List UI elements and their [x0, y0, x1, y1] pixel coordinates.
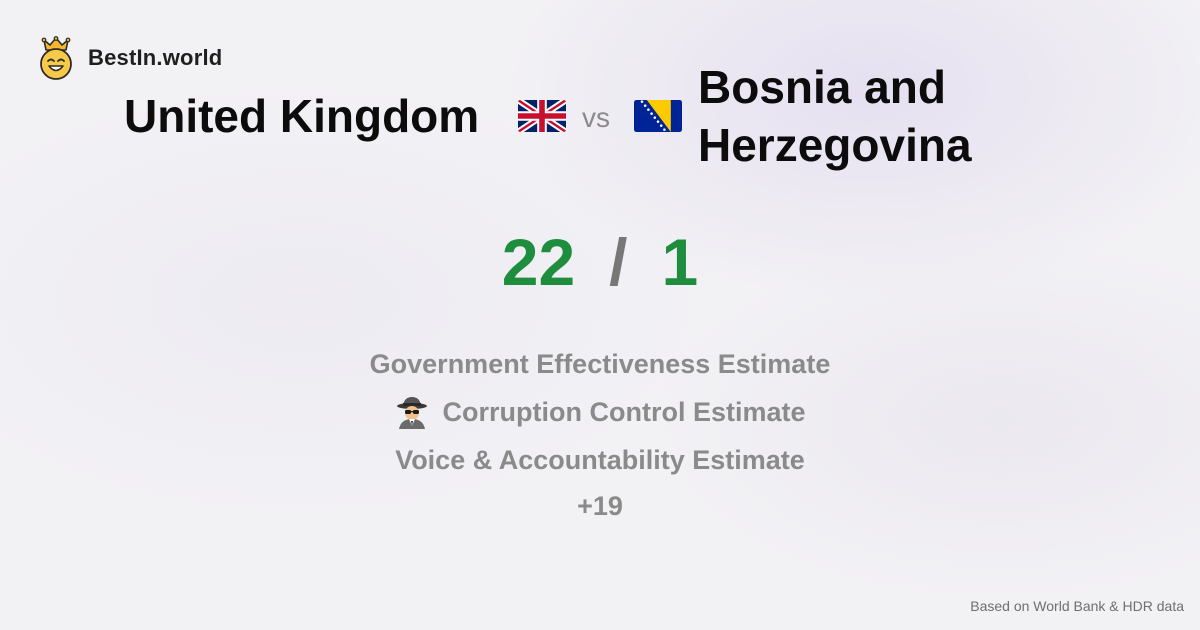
metric-label: Voice & Accountability Estimate	[395, 445, 805, 475]
right-score: 1	[661, 225, 699, 299]
score: 22 / 1	[0, 222, 1200, 302]
left-country-name: United Kingdom	[124, 90, 480, 142]
metric-item[interactable]: Voice & Accountability Estimate	[0, 436, 1200, 484]
crowned-smiley-icon	[40, 36, 72, 80]
brand[interactable]: BestIn.world	[38, 36, 222, 80]
metric-item[interactable]: Corruption Control Estimate	[0, 388, 1200, 436]
spy-icon	[396, 397, 427, 429]
metric-item[interactable]: Government Effectiveness Estimate	[0, 340, 1200, 388]
more-metrics-count[interactable]: +19	[577, 491, 623, 521]
score-separator: /	[609, 225, 628, 299]
data-source-footer: Based on World Bank & HDR data	[970, 598, 1184, 614]
vs-label: vs	[582, 102, 610, 133]
brand-name: BestIn.world	[88, 45, 223, 70]
metrics-list: Government Effectiveness Estimate Corrup…	[0, 340, 1200, 526]
left-score: 22	[501, 225, 576, 299]
right-country-name: Bosnia and Herzegovina	[698, 61, 972, 171]
bosnia-flag-icon	[634, 100, 682, 132]
metric-label: Corruption Control Estimate	[442, 397, 806, 427]
metric-label: Government Effectiveness Estimate	[369, 349, 831, 379]
uk-flag-icon	[518, 100, 566, 132]
